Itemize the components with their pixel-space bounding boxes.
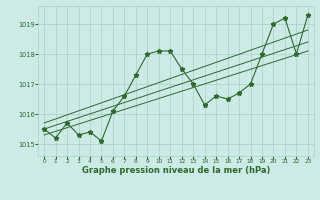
X-axis label: Graphe pression niveau de la mer (hPa): Graphe pression niveau de la mer (hPa) <box>82 166 270 175</box>
